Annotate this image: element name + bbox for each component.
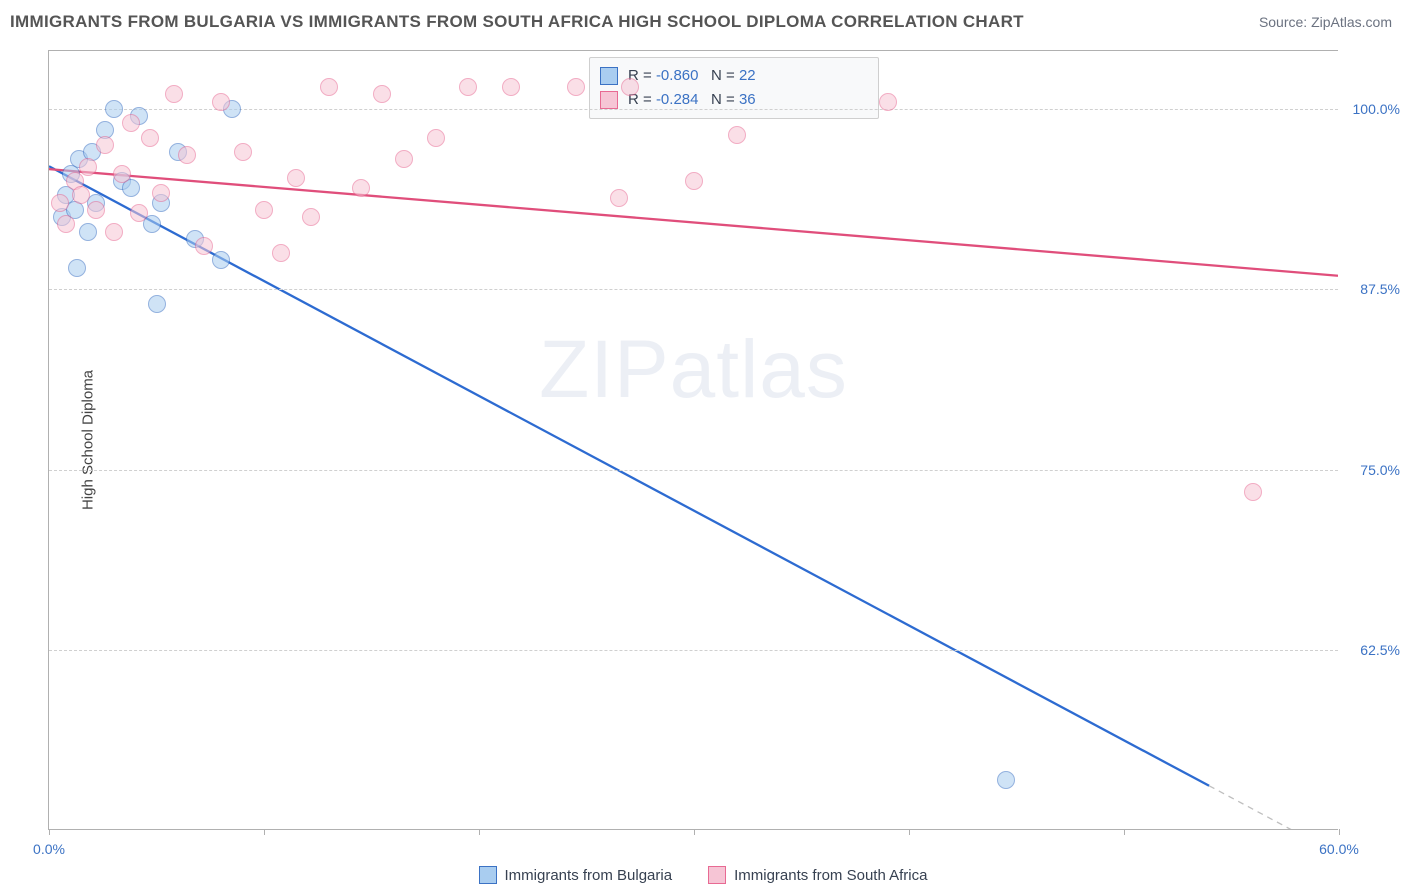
x-tick bbox=[909, 829, 910, 835]
source-label: Source: bbox=[1259, 14, 1307, 30]
x-tick bbox=[694, 829, 695, 835]
stats-row-series1: R = -0.860 N = 22 bbox=[600, 64, 868, 88]
scatter-point-series2 bbox=[373, 85, 391, 103]
scatter-point-series2 bbox=[195, 237, 213, 255]
scatter-point-series2 bbox=[879, 93, 897, 111]
scatter-point-series2 bbox=[130, 204, 148, 222]
trend-line-extrapolated bbox=[1209, 786, 1338, 829]
scatter-point-series2 bbox=[57, 215, 75, 233]
x-tick bbox=[49, 829, 50, 835]
gridline bbox=[49, 650, 1338, 651]
gridline bbox=[49, 109, 1338, 110]
scatter-point-series2 bbox=[178, 146, 196, 164]
scatter-point-series1 bbox=[997, 771, 1015, 789]
scatter-point-series2 bbox=[212, 93, 230, 111]
legend-item-series2: Immigrants from South Africa bbox=[708, 866, 927, 884]
source-value: ZipAtlas.com bbox=[1311, 14, 1392, 30]
legend-label-series2: Immigrants from South Africa bbox=[734, 867, 927, 884]
legend-label-series1: Immigrants from Bulgaria bbox=[505, 867, 673, 884]
x-tick-label: 60.0% bbox=[1319, 841, 1359, 857]
y-tick-label: 100.0% bbox=[1344, 101, 1400, 117]
scatter-point-series2 bbox=[459, 78, 477, 96]
swatch-series2 bbox=[600, 91, 618, 109]
scatter-point-series2 bbox=[352, 179, 370, 197]
scatter-point-series2 bbox=[685, 172, 703, 190]
x-tick bbox=[479, 829, 480, 835]
scatter-point-series2 bbox=[113, 165, 131, 183]
scatter-point-series2 bbox=[255, 201, 273, 219]
scatter-point-series1 bbox=[148, 295, 166, 313]
scatter-point-series2 bbox=[502, 78, 520, 96]
scatter-point-series1 bbox=[79, 223, 97, 241]
scatter-point-series2 bbox=[395, 150, 413, 168]
scatter-point-series2 bbox=[610, 189, 628, 207]
y-tick-label: 87.5% bbox=[1344, 281, 1400, 297]
x-tick-label: 0.0% bbox=[33, 841, 65, 857]
scatter-point-series2 bbox=[105, 223, 123, 241]
scatter-point-series2 bbox=[302, 208, 320, 226]
legend-item-series1: Immigrants from Bulgaria bbox=[479, 866, 673, 884]
scatter-point-series2 bbox=[79, 158, 97, 176]
legend-swatch-series1 bbox=[479, 866, 497, 884]
gridline bbox=[49, 289, 1338, 290]
scatter-point-series2 bbox=[87, 201, 105, 219]
scatter-point-series2 bbox=[152, 184, 170, 202]
x-tick bbox=[1339, 829, 1340, 835]
x-tick bbox=[1124, 829, 1125, 835]
scatter-point-series2 bbox=[272, 244, 290, 262]
swatch-series1 bbox=[600, 67, 618, 85]
scatter-point-series2 bbox=[427, 129, 445, 147]
scatter-point-series2 bbox=[141, 129, 159, 147]
scatter-point-series2 bbox=[320, 78, 338, 96]
scatter-point-series2 bbox=[122, 114, 140, 132]
x-tick bbox=[264, 829, 265, 835]
scatter-point-series2 bbox=[621, 78, 639, 96]
scatter-point-series2 bbox=[72, 186, 90, 204]
y-tick-label: 75.0% bbox=[1344, 462, 1400, 478]
source-attribution: Source: ZipAtlas.com bbox=[1259, 14, 1392, 30]
bottom-legend: Immigrants from Bulgaria Immigrants from… bbox=[0, 866, 1406, 884]
gridline bbox=[49, 470, 1338, 471]
y-tick-label: 62.5% bbox=[1344, 642, 1400, 658]
scatter-plot: ZIPatlas R = -0.860 N = 22 R = -0.284 N … bbox=[48, 50, 1338, 830]
trend-lines bbox=[49, 51, 1338, 829]
scatter-point-series2 bbox=[728, 126, 746, 144]
scatter-point-series2 bbox=[234, 143, 252, 161]
scatter-point-series2 bbox=[165, 85, 183, 103]
watermark: ZIPatlas bbox=[539, 323, 848, 417]
scatter-point-series2 bbox=[51, 194, 69, 212]
scatter-point-series1 bbox=[105, 100, 123, 118]
scatter-point-series2 bbox=[96, 136, 114, 154]
scatter-point-series2 bbox=[1244, 483, 1262, 501]
legend-swatch-series2 bbox=[708, 866, 726, 884]
chart-title: IMMIGRANTS FROM BULGARIA VS IMMIGRANTS F… bbox=[10, 12, 1024, 32]
scatter-point-series1 bbox=[68, 259, 86, 277]
scatter-point-series2 bbox=[567, 78, 585, 96]
stats-text-series1: R = -0.860 N = 22 bbox=[628, 64, 756, 88]
scatter-point-series2 bbox=[287, 169, 305, 187]
scatter-point-series1 bbox=[212, 251, 230, 269]
